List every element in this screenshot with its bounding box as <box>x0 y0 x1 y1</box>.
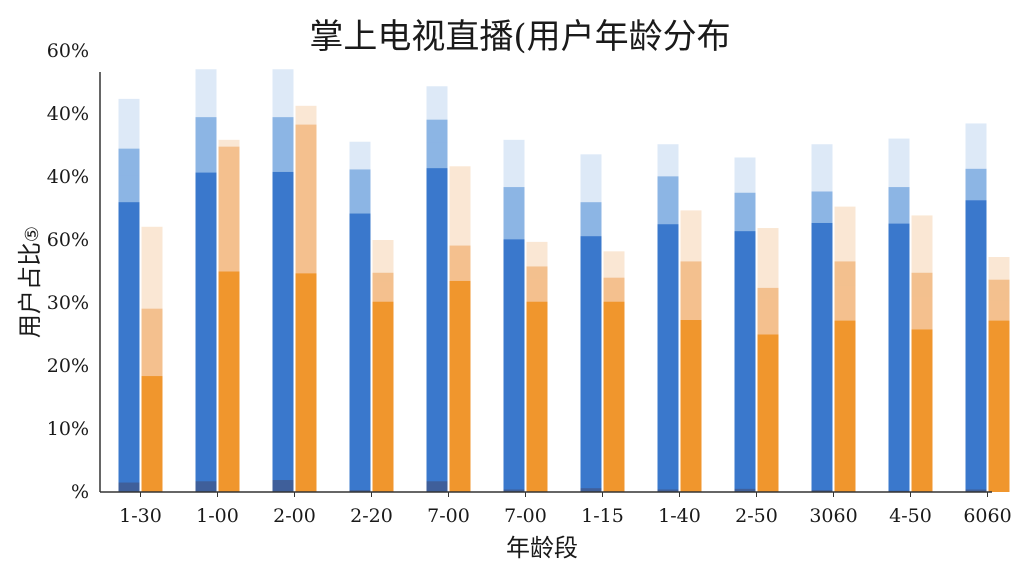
x-tick-label: 2-00 <box>273 505 316 527</box>
x-tick-label: 7-00 <box>504 505 547 527</box>
y-tick-label: 20% <box>47 355 89 377</box>
bar-orange-dark <box>295 273 317 492</box>
y-tick-labels: % 10% 20% 30% 60% 40% 40% 60% <box>47 40 89 503</box>
bar-blue-base <box>965 489 987 492</box>
bar-blue-dark <box>426 168 448 492</box>
y-axis-label-text: 用户占比 <box>16 242 44 338</box>
x-tick-label: 4-50 <box>889 505 932 527</box>
x-tick-label: 7-00 <box>427 505 470 527</box>
axes <box>99 72 992 497</box>
x-tick-label: 6060 <box>963 505 1011 527</box>
bar-blue-base <box>734 488 756 492</box>
bar-blue-base <box>503 489 525 492</box>
bar-blue-base <box>580 488 602 492</box>
bar-blue-dark <box>118 202 140 492</box>
x-tick-label: 1-15 <box>581 505 624 527</box>
bar-orange-dark <box>757 334 779 492</box>
y-tick-label: % <box>71 481 89 503</box>
bar-blue-dark <box>888 223 910 492</box>
bar-blue-dark <box>580 236 602 492</box>
y-tick-label: 30% <box>47 292 89 314</box>
bar-orange-dark <box>680 320 702 492</box>
bar-blue-dark <box>503 239 525 492</box>
y-tick-label: 10% <box>47 418 89 440</box>
y-tick-label: 40% <box>47 166 89 188</box>
x-axis-label: 年龄段 <box>506 534 578 562</box>
bar-blue-dark <box>965 200 987 492</box>
x-tick-label: 3060 <box>809 505 857 527</box>
y-tick-label: 60% <box>47 229 89 251</box>
y-tick-label: 60% <box>47 40 89 62</box>
x-tick-label: 1-40 <box>658 505 701 527</box>
svg-text:用户占比⑤: 用户占比⑤ <box>16 226 44 338</box>
x-tick-label: 1-30 <box>119 505 162 527</box>
bar-blue-base <box>349 490 371 492</box>
bar-orange-dark <box>911 329 933 492</box>
bar-blue-base <box>272 480 294 492</box>
bar-orange-dark <box>526 301 548 492</box>
bar-blue-base <box>426 481 448 492</box>
x-tick-label: 2-20 <box>350 505 393 527</box>
bar-blue-base <box>118 482 140 492</box>
x-tick-labels: 1-30 1-00 2-00 2-20 7-00 7-00 1-15 1-40 2-50 3060… <box>119 505 1012 527</box>
bar-blue-dark <box>734 231 756 492</box>
bar-orange-dark <box>834 320 856 492</box>
bar-blue-dark <box>811 222 833 493</box>
y-axis-label: 用户占比⑤ <box>16 226 44 338</box>
y-tick-label: 40% <box>47 103 89 125</box>
bar-orange-dark <box>988 320 1010 492</box>
bar-blue-dark <box>195 172 217 492</box>
bar-blue-base <box>195 481 217 492</box>
bar-orange-dark <box>603 301 625 492</box>
x-tick-label: 2-50 <box>735 505 778 527</box>
bar-blue-base <box>657 489 679 492</box>
bar-orange-dark <box>449 280 471 492</box>
y-axis-label-suffix: ⑤ <box>22 226 43 242</box>
bars <box>118 69 1010 493</box>
x-tick-label: 1-00 <box>196 505 239 527</box>
chart-title: 掌上电视直播(用户年龄分布 <box>309 17 730 57</box>
bar-orange-dark <box>218 271 240 492</box>
bar-orange-dark <box>141 376 163 492</box>
bar-blue-dark <box>272 171 294 492</box>
bar-orange-dark <box>372 301 394 492</box>
bar-blue-base <box>811 490 833 492</box>
bar-blue-dark <box>657 224 679 492</box>
bar-blue-dark <box>349 213 371 493</box>
